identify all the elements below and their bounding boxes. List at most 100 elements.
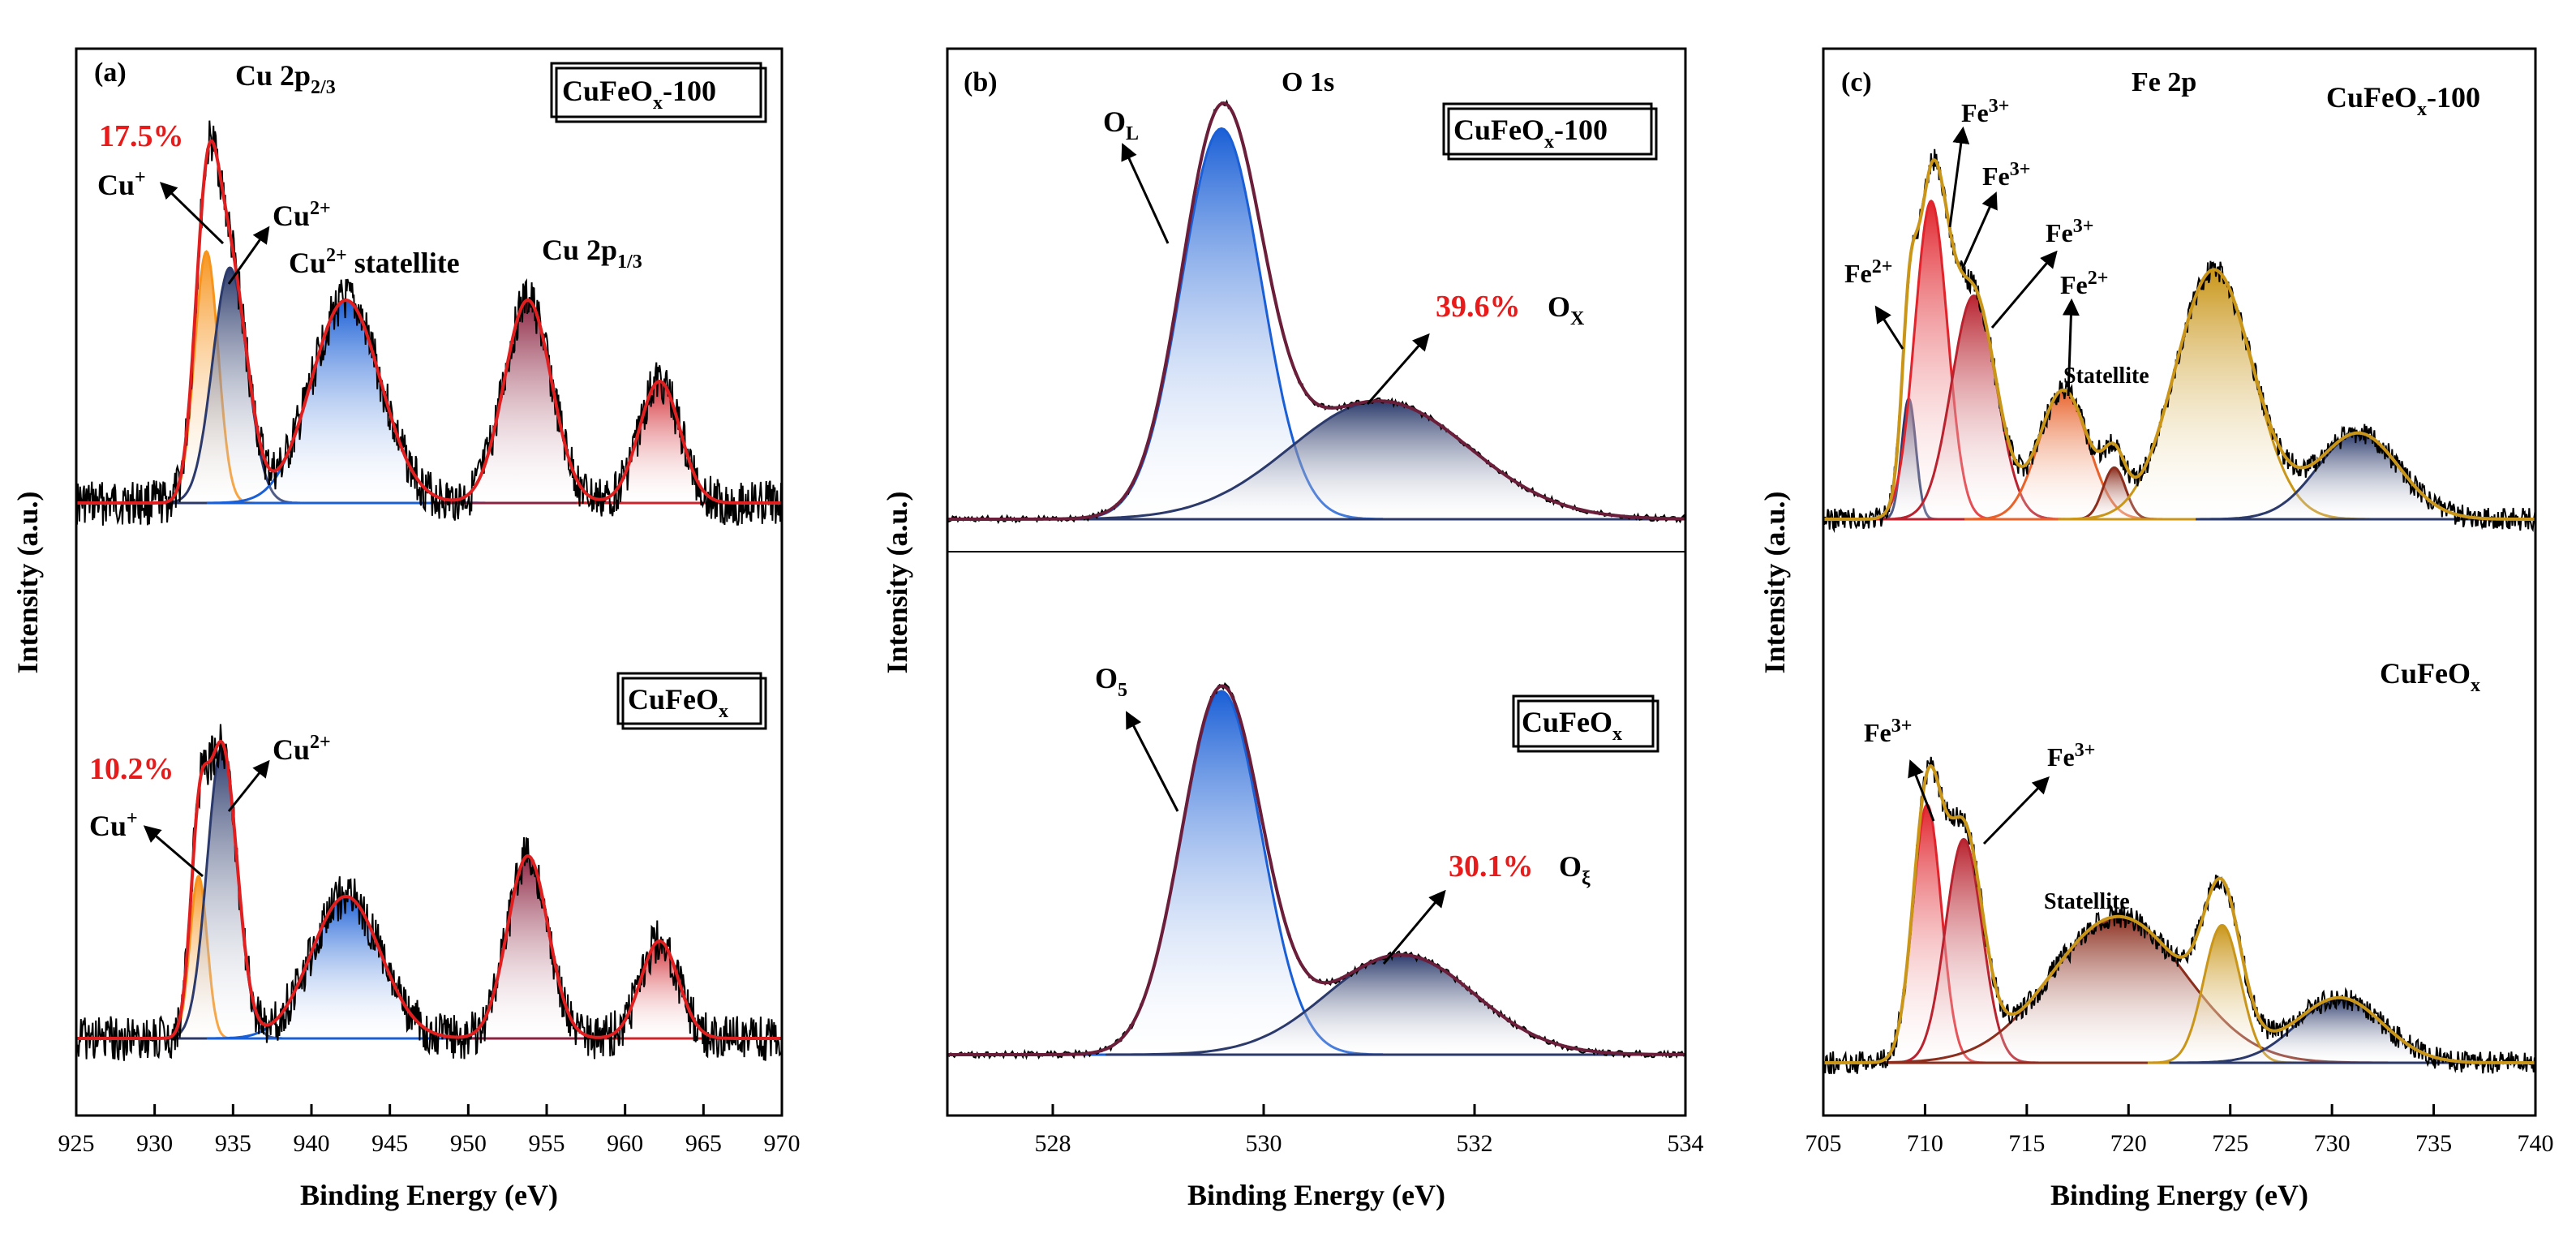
svg-text:CuFeOx-100: CuFeOx-100 [1453,114,1608,153]
cu-2plus-label-bottom: Cu2+ [273,732,331,766]
o-lattice-label-top: OL [1103,105,1139,144]
x-tick-label: 725 [2212,1130,2248,1157]
x-tick-label: 970 [764,1130,801,1157]
fe3-label-top-a: Fe3+ [1961,96,2009,127]
cu-plus-label-bottom: Cu+ [89,808,138,842]
x-tick-label: 705 [1805,1130,1842,1157]
panel-c-frame [1822,47,2537,1117]
panel-b-ylabel: Intensity (a.u.) [881,491,913,673]
fe3-label-bottom-a: Fe3+ [1864,716,1912,747]
x-tick-label: 955 [529,1130,565,1157]
sample-label-c-bottom: CuFeOx [2380,657,2480,696]
arrow-fe3-bottom-a [1908,759,1935,822]
svg-text:CuFeOx-100: CuFeOx-100 [562,75,716,114]
panel-b-plot-area [947,99,1687,1060]
x-tick-label: 945 [371,1130,408,1157]
panel-b-xlabel: Binding Energy (eV) [1187,1179,1445,1211]
x-tick-label: 730 [2314,1130,2351,1157]
panel-c-ylabel: Intensity (a.u.) [1758,491,1791,673]
o-vacancy-percent-top: 39.6% [1436,290,1521,324]
o-lattice-label-bottom: O5 [1095,662,1127,701]
fit-component [577,380,743,505]
x-tick-label: 950 [450,1130,487,1157]
panel-a-x-ticks: 925 930 935 940 945 950 955 960 965 970 [58,1104,801,1157]
fit-component [444,854,611,1040]
fit-envelope [947,101,1686,521]
cu-plus-label-top: Cu+ [97,167,146,201]
sample-label-a-bottom: CuFeOx [616,672,767,730]
panel-a-cu2p: 925 930 935 940 945 950 955 960 965 970 (a) Cu 2p… [11,47,801,1211]
satellite-label-bottom: Statellite [2044,889,2130,914]
arrow-fe3-top-c [1990,250,2058,329]
arrow-cu-2plus-bottom [227,759,270,812]
cu-2plus-label-top: Cu2+ [273,198,331,232]
cu-2p32-label: Cu 2p2/3 [235,59,336,98]
cu-2plus-satellite-label: Cu2+ statellite [289,245,460,279]
fe2-label-top-b: Fe2+ [2060,268,2108,299]
sample-label-b-top: CuFeOx-100 [1442,102,1658,161]
panel-a-frame [75,47,784,1117]
arrow-cu-plus-top [159,182,225,245]
x-tick-label: 740 [2518,1130,2554,1157]
x-tick-label: 710 [1907,1130,1943,1157]
fit-component [432,299,624,505]
arrow-cu-plus-bottom [143,825,204,878]
fe3-label-top-c: Fe3+ [2046,216,2093,247]
x-tick-label: 534 [1668,1130,1704,1157]
fit-envelope [76,739,782,1040]
arrow-o-vacancy-top [1366,333,1430,405]
panel-c-x-ticks: 705 710 715 720 725 730 735 740 [1805,1104,2554,1157]
arrow-cu-2plus-top [227,226,270,285]
x-tick-label: 925 [58,1130,95,1157]
fit-envelope [76,139,782,505]
panel-a-xlabel: Binding Energy (eV) [300,1179,558,1211]
fe2-label-top-a: Fe2+ [1844,256,1892,288]
arrow-o-lattice-top [1121,143,1170,244]
arrow-o-lattice-bottom [1126,711,1179,812]
sample-label-b-bottom: CuFeOx [1512,694,1659,753]
svg-text:CuFeOx: CuFeOx [1522,706,1622,745]
sample-label-a-top: CuFeOx-100 [550,62,767,123]
panel-a-ylabel: Intensity (a.u.) [11,491,44,673]
arrow-fe3-top-a [1948,126,1970,228]
panel-c-letter: (c) [1841,67,1872,97]
arrow-fe2-top-b [2062,298,2080,397]
panel-b-title: O 1s [1282,67,1334,97]
cu-plus-percent-top: 17.5% [99,119,184,153]
x-tick-label: 532 [1457,1130,1493,1157]
o-vacancy-label-bottom: Oξ [1559,850,1591,889]
panel-a-letter: (a) [94,58,127,88]
o-vacancy-label-top: OX [1548,290,1585,329]
arrow-fe2-top-a [1874,305,1904,350]
fit-envelope [1823,158,2535,521]
panel-b-frame [946,47,1687,1117]
o-vacancy-percent-bottom: 30.1% [1449,849,1534,883]
fe3-label-top-b: Fe3+ [1982,159,2030,191]
fit-envelope [1823,764,2535,1064]
x-tick-label: 735 [2415,1130,2452,1157]
panel-c-title: Fe 2p [2132,67,2196,97]
x-tick-label: 715 [2008,1130,2045,1157]
fit-component [161,745,283,1040]
x-tick-label: 965 [685,1130,722,1157]
fe3-label-bottom-b: Fe3+ [2047,740,2095,772]
panel-b-x-ticks: 528 530 532 534 [1035,1104,1704,1157]
cu-plus-percent-bottom: 10.2% [89,752,174,786]
arrow-fe3-top-b [1961,191,1998,269]
satellite-label-top: Statellite [2063,363,2149,389]
x-tick-label: 528 [1035,1130,1071,1157]
fit-envelope [947,684,1685,1056]
x-tick-label: 935 [215,1130,251,1157]
x-tick-label: 720 [2110,1130,2147,1157]
x-tick-label: 960 [607,1130,643,1157]
panel-c-fe2p: 705 710 715 720 725 730 735 740 (c) Fe 2p CuFeO… [1758,47,2554,1211]
x-tick-label: 530 [1246,1130,1282,1157]
arrow-fe3-bottom-b [1982,776,2050,845]
cu-2p12-label: Cu 2p1/3 [542,234,642,273]
panel-b-letter: (b) [964,67,998,97]
svg-text:CuFeOx: CuFeOx [628,683,728,722]
panel-c-plot-area [1823,148,2536,1075]
arrow-o-vacancy-bottom [1382,889,1446,965]
sample-label-c-top: CuFeOx-100 [2326,81,2480,120]
